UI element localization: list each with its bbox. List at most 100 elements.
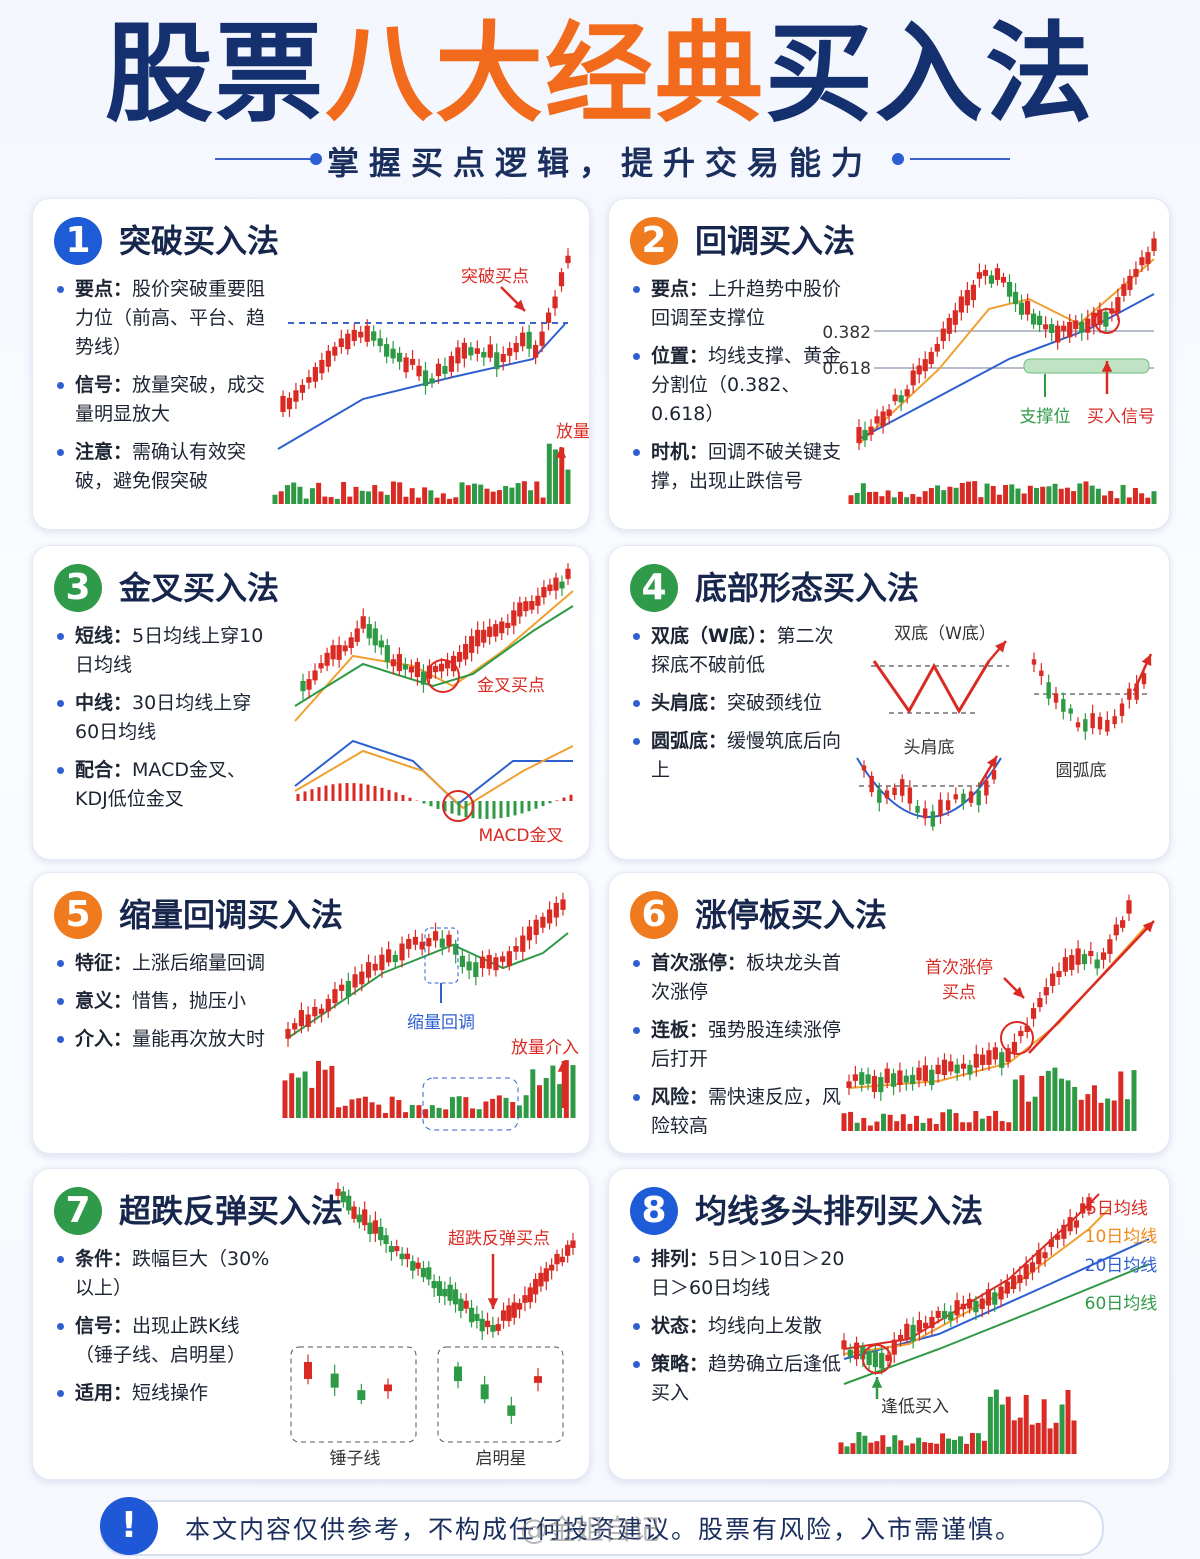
candle-body [980,1054,986,1065]
candle-body [507,347,513,356]
volume-bar [389,1096,395,1118]
macd-bar [485,801,489,819]
volume-bar [933,1123,939,1131]
candle-body [429,378,435,384]
volume-bar [1017,1417,1023,1454]
candle-body [960,1063,967,1069]
volume-bar [996,494,1002,504]
point: 短线：5日均线上穿10日均线 [55,622,270,680]
candle-body [324,652,330,666]
candle-body [402,664,408,670]
volume-bar [1052,1067,1058,1131]
candle-body [511,1302,517,1318]
candle-body [1079,321,1085,333]
volume-bar [563,1060,569,1118]
volume-bar [278,491,284,504]
volume-bar [1108,490,1114,504]
card-number: 6 [630,891,678,939]
divider [910,158,1010,160]
candle-body [458,1298,464,1312]
volume-bar [1026,1101,1032,1131]
chart-label: 买点 [942,983,976,1003]
volume-bar [920,1122,926,1131]
candle-body [408,666,415,673]
point-text: 均线支撑、黄金分割位（0.382、0.618） [651,345,842,425]
arrow-head [995,641,1006,653]
candle-body [390,348,396,359]
candle-body [1080,1203,1086,1214]
volume-bar [978,497,984,504]
candle-body [383,1235,389,1245]
arrow-head [487,1298,499,1309]
card-number: 4 [630,564,678,612]
point-text: 第二次探底不破前低 [651,625,834,676]
candle-body [348,637,354,649]
macd-bar [506,801,510,817]
volume-bar [897,491,903,504]
card: 缩量回调 放量介入 5 缩量回调买入法 特征：上涨后缩量回调 意义：惜售，抛压小 介入：量能… [32,872,590,1154]
candle-body [346,1195,352,1211]
volume-bar [928,488,934,504]
candle-body [560,899,566,910]
volume-bar [1145,497,1151,504]
candle-body [534,1376,542,1383]
volume-bar [1065,1389,1071,1454]
candle-body [468,347,474,356]
volume-bar [1041,1399,1047,1454]
candle-body [1112,716,1117,725]
volume-bar [934,1443,940,1454]
volume-bar [952,1439,958,1454]
candle-body [941,1059,948,1075]
candle-body [372,628,378,646]
points: 短线：5日均线上穿10日均线 中线：30日均线上穿60日均线 配合：MACD金叉、K… [55,622,270,823]
volume-bar [922,491,928,504]
candle-body [1083,719,1088,732]
candle-body [923,1322,929,1329]
point-label: 信号： [75,1315,133,1337]
volume-bar [409,488,415,504]
candle-body [841,1340,847,1350]
volume-bar [1131,1070,1137,1131]
point: 时机：回调不破关键支撑，出现止跌信号 [631,438,846,496]
chart-label: 买入信号 [1087,407,1155,427]
volume-bar [347,496,353,504]
chart-label: 突破买点 [461,267,529,287]
volume-bar [528,490,534,504]
candle-body [305,1014,311,1027]
chart-label: 0.382 [822,323,871,343]
volume-bar [1077,483,1083,504]
macd-bar [492,801,496,819]
candle-body [952,310,958,325]
volume-bar [1021,493,1027,504]
chart-label: 支撑位 [1020,407,1071,427]
candle-body [426,1267,432,1280]
volume-bar [484,488,490,504]
volume-bar [378,491,384,504]
candle-body [1061,1224,1067,1239]
candle-body [892,394,898,402]
candle-body [325,350,331,367]
candle-body [885,1354,891,1361]
volume-bar [1040,486,1046,504]
highlight [426,659,460,693]
point: 要点：上升趋势中股价回调至支撑位 [631,275,846,333]
arrow-head [1012,986,1024,998]
candle-body [1103,311,1109,327]
candle-body [535,595,541,606]
candle-body [319,359,325,374]
volume-bar [483,1101,489,1118]
candle-body [866,1351,872,1366]
volume-bar [946,1438,952,1454]
arrow-head [986,756,997,768]
candle-body [1006,281,1013,297]
card-title: 均线多头排列买入法 [695,1192,984,1230]
candle-body [354,628,360,642]
candle-body [364,325,370,342]
point: 意义：惜售，抛压小 [55,987,270,1016]
volume-bar [984,483,990,504]
point-label: 条件： [75,1248,133,1270]
volume-bar [1078,1099,1084,1131]
point-label: 连板： [651,1019,709,1041]
